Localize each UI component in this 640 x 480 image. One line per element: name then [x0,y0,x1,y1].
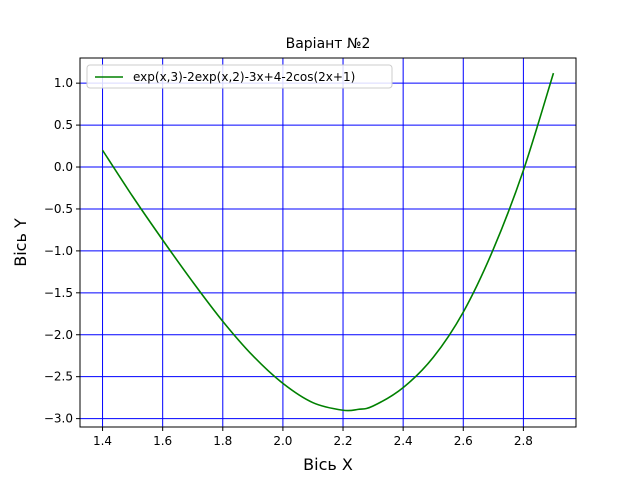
x-tick-label: 2.6 [454,434,473,448]
y-tick-label: −2.5 [44,370,73,384]
x-tick-label: 2.8 [514,434,533,448]
series-line [101,72,555,412]
y-tick-label: 0.0 [54,160,73,174]
plot-frame [79,57,577,428]
y-tick-label: 0.5 [54,118,73,132]
x-tick-label: 1.4 [93,434,112,448]
series-layer [101,72,555,412]
x-tick-label: 1.6 [153,434,172,448]
legend: exp(x,3)-2exp(x,2)-3x+4-2cos(2x+1) [86,64,393,89]
legend-box [86,64,393,89]
x-axis-title: Вісь X [303,455,353,474]
x-tick-label: 2.0 [273,434,292,448]
x-tick-label: 2.2 [333,434,352,448]
x-tick-label: 2.4 [394,434,413,448]
y-axis: 1.0 0.5 0.0 −0.5 −1.0 −1.5 −2.0 −2.5 −3.0 [44,76,80,426]
y-tick-label: −0.5 [44,202,73,216]
y-axis-title: Вісь Y [11,218,30,267]
x-tick-label: 1.8 [213,434,232,448]
y-tick-label: −3.0 [44,412,73,426]
y-tick-label: 1.0 [54,76,73,90]
legend-label: exp(x,3)-2exp(x,2)-3x+4-2cos(2x+1) [133,70,355,84]
y-tick-label: −2.0 [44,328,73,342]
chart-title: Варіант №2 [286,36,371,52]
y-tick-label: −1.0 [44,244,73,258]
y-tick-label: −1.5 [44,286,73,300]
x-axis: 1.4 1.6 1.8 2.0 2.2 2.4 2.6 2.8 [93,427,533,448]
